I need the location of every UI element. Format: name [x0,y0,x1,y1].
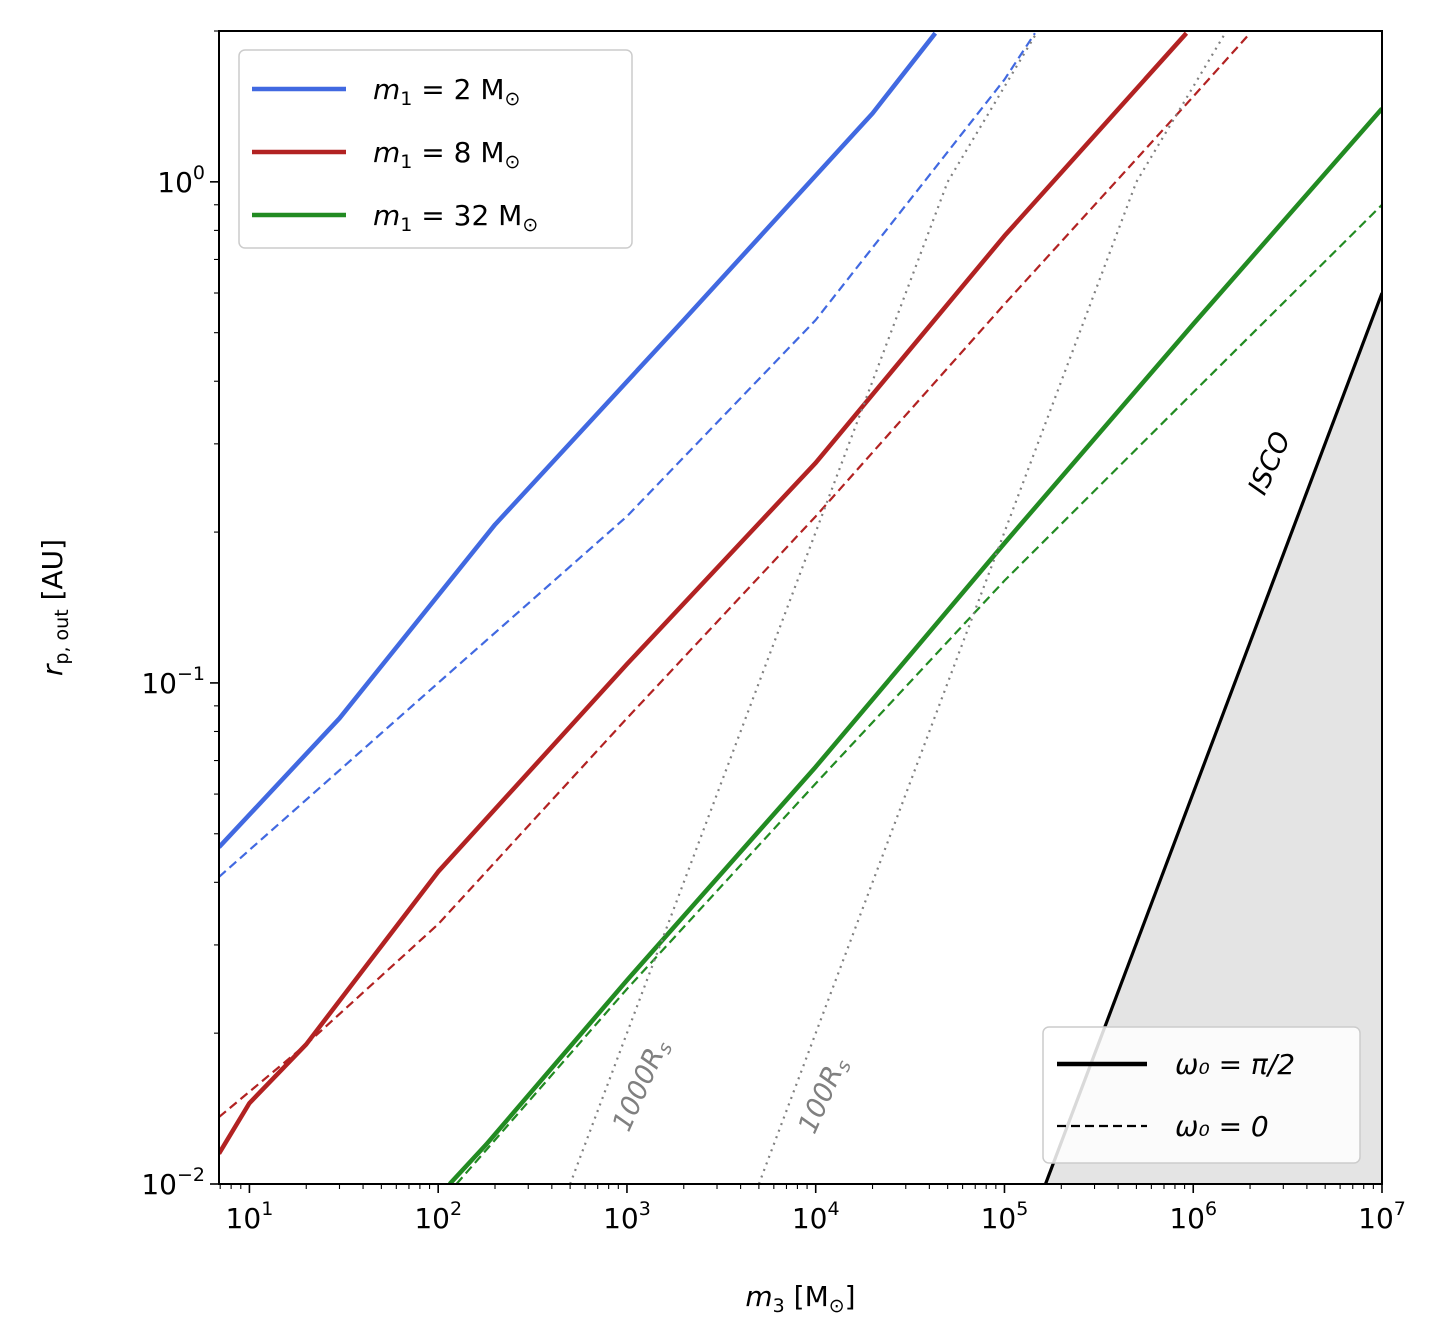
x-tick-label-5: 106 [1169,1198,1217,1235]
legend-style-box [1042,1026,1361,1164]
x-tick-label-2: 103 [603,1198,651,1235]
series-line-4 [447,107,1382,1184]
x-tick-label-0: 101 [226,1198,274,1235]
legend-mass-label-1: m1 = 8 M⊙ [373,136,520,173]
plot-frame [218,30,1383,1185]
x-tick-label-4: 105 [981,1198,1029,1235]
series-line-6 [569,31,1039,1184]
legend-style-label-1: ω₀ = 0 [1175,1110,1269,1143]
series-line-0 [219,31,938,849]
x-tick-label-3: 104 [792,1198,840,1235]
x-axis-label: m3 [M⊙] [745,1280,855,1317]
series-line-5 [455,203,1382,1184]
legend-mass-box [238,49,633,249]
legend-mass-label-0: m1 = 2 M⊙ [373,73,520,110]
y-axis-label: rp, out [AU] [36,539,73,676]
legend-style-label-0: ω₀ = π/2 [1175,1048,1295,1081]
y-tick-label-1: 10−1 [141,663,205,700]
y-tick-label-2: 100 [157,162,205,199]
series-line-7 [757,31,1228,1184]
series-line-3 [219,32,1251,1118]
series-line-2 [219,31,1189,1155]
y-tick-label-0: 10−2 [141,1164,205,1201]
x-tick-label-6: 107 [1358,1198,1406,1235]
series-line-1 [219,32,1036,878]
x-tick-label-1: 102 [414,1198,462,1235]
legend-mass-label-2: m1 = 32 M⊙ [373,199,538,236]
